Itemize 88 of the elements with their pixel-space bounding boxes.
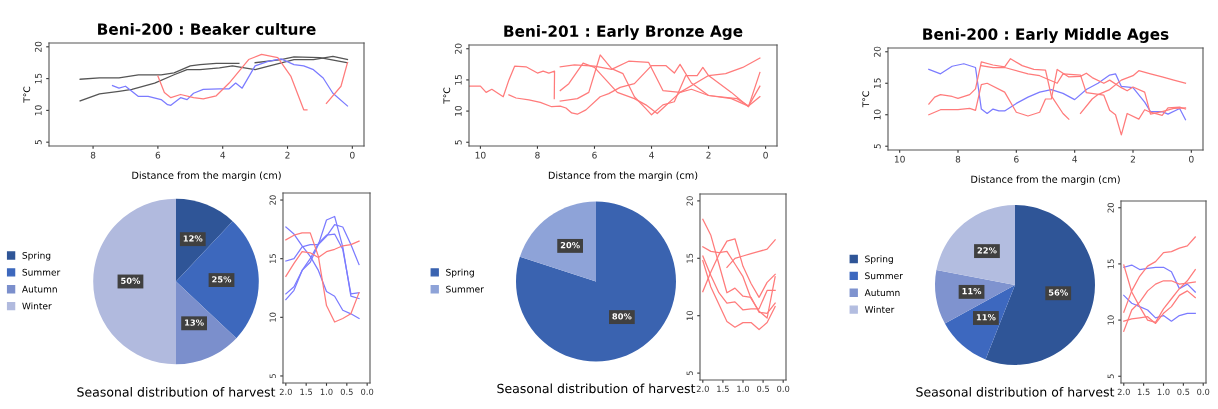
x-axis-title: Distance from the margin (cm) [548, 171, 698, 181]
y-axis-title: T°C [23, 86, 31, 103]
x-tick-label: 0 [350, 151, 355, 159]
x-tick-label: 0.5 [757, 385, 769, 393]
x-tick-label: 2.0 [696, 385, 709, 393]
x-tick-label: 1.0 [737, 385, 750, 393]
x-tick-label: 2 [1130, 155, 1135, 163]
data-label: 11% [962, 288, 982, 295]
x-tick-label: 10 [475, 151, 486, 159]
chart-title: Beni-200 : Beaker culture [98, 23, 316, 35]
text: Seasonal distribution of harvest [497, 383, 696, 394]
y-tick-label: 5 [686, 371, 693, 376]
x-tick-label: 4 [220, 151, 226, 159]
x-tick-label: 4 [1072, 155, 1078, 163]
x-tick-label: 8 [535, 151, 540, 159]
legend-label: Spring [865, 255, 893, 265]
legend-label: Winter [864, 305, 895, 313]
y-tick-label: 20 [34, 41, 42, 52]
data-label: 11% [976, 314, 996, 321]
x-tick-label: 2.0 [279, 388, 292, 396]
x-tick-label: 6 [592, 151, 597, 159]
x-tick-label: 1.0 [320, 388, 333, 396]
x-tick-label: 1.0 [1157, 388, 1170, 396]
y-tick-label: 15 [686, 253, 693, 263]
chart-title: Beni-200 : Early Middle Ages [923, 28, 1169, 43]
legend-label: Winter [22, 302, 52, 310]
x-tick-label: 1.5 [1137, 388, 1150, 396]
legend-label: Summer [22, 268, 61, 276]
x-tick-label: 2 [285, 151, 290, 159]
legend-label: Summer [446, 285, 484, 293]
y-tick-label: 15 [34, 73, 42, 84]
y-tick-label: 10 [269, 312, 276, 322]
x-tick-label: 0.0 [777, 385, 790, 393]
data-label: 22% [977, 247, 997, 254]
x-tick-label: 0 [763, 151, 768, 159]
x-tick-label: 2 [706, 151, 711, 159]
x-tick-label: 0.5 [1177, 388, 1190, 396]
y-tick-label: 15 [1107, 259, 1114, 269]
y-tick-label: 10 [686, 310, 693, 321]
y-axis-title: T°C [862, 91, 870, 108]
text: Seasonal distribution of harvest [77, 387, 276, 397]
data-label: 20% [560, 242, 580, 249]
y-tick-label: 5 [873, 144, 881, 149]
x-tick-label: 2.0 [1117, 388, 1130, 396]
legend-label: Autumn [22, 285, 57, 293]
y-tick-label: 10 [873, 109, 881, 120]
x-tick-label: 1.5 [717, 385, 729, 393]
data-label: 13% [185, 319, 204, 326]
y-tick-label: 20 [454, 43, 462, 54]
legend-label: Autumn [864, 289, 900, 297]
legend-label: Spring [22, 251, 51, 261]
y-tick-label: 10 [1107, 315, 1114, 325]
data-label: 80% [612, 313, 632, 320]
text: Seasonal distribution of harvest [916, 387, 1115, 397]
x-tick-label: 0.0 [1197, 388, 1210, 396]
y-tick-label: 5 [454, 140, 462, 145]
y-tick-label: 15 [454, 74, 462, 85]
x-tick-label: 4 [649, 151, 654, 159]
data-label: 56% [1048, 289, 1068, 296]
x-tick-label: 6 [155, 151, 161, 159]
y-tick-label: 20 [269, 195, 276, 205]
y-tick-label: 10 [454, 105, 462, 116]
y-tick-label: 5 [34, 140, 42, 145]
y-axis-title: T°C [443, 87, 451, 104]
x-tick-label: 0 [1189, 155, 1194, 163]
y-tick-label: 15 [873, 78, 881, 89]
chart-title: Beni-201 : Early Bronze Age [504, 25, 743, 40]
x-tick-label: 6 [1014, 155, 1019, 163]
data-label: 12% [183, 235, 203, 242]
y-tick-label: 20 [873, 46, 881, 57]
x-axis-title: Distance from the margin (cm) [132, 171, 281, 181]
x-tick-label: 8 [955, 155, 961, 163]
x-tick-label: 1.5 [300, 388, 313, 396]
x-tick-label: 0.5 [340, 388, 353, 396]
y-tick-label: 20 [686, 196, 693, 206]
y-tick-label: 5 [269, 374, 276, 378]
x-tick-label: 8 [90, 151, 96, 159]
x-tick-label: 0.0 [361, 388, 374, 396]
data-label: 50% [121, 277, 141, 284]
x-tick-label: 10 [894, 155, 905, 163]
y-tick-label: 15 [269, 254, 276, 264]
legend-label: Summer [865, 272, 903, 280]
y-tick-label: 10 [34, 105, 42, 116]
y-tick-label: 20 [1107, 202, 1114, 213]
legend-label: Spring [446, 268, 474, 278]
x-axis-title: Distance from the margin (cm) [971, 175, 1120, 185]
data-label: 25% [212, 276, 232, 283]
y-tick-label: 5 [1107, 374, 1114, 379]
